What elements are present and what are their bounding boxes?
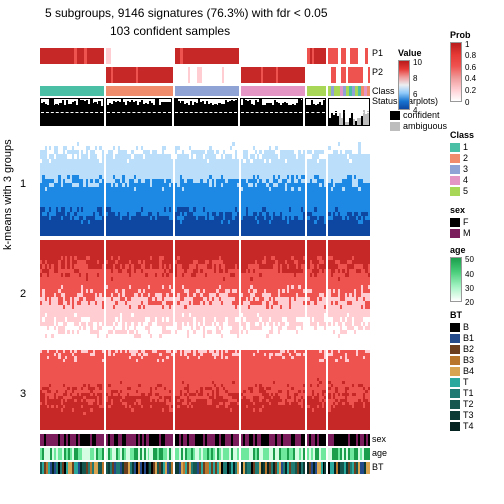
ann-p1: P1 — [372, 48, 383, 58]
track-status — [40, 98, 370, 126]
legend-value-title: Value — [398, 48, 422, 58]
legend-bt: BTBB1B2B3B4TT1T2T3T4 — [450, 310, 474, 432]
heatmap-panel — [40, 48, 370, 488]
row-label-2: 2 — [20, 288, 26, 300]
legend-prob-title: Prob — [450, 30, 471, 40]
track-p2 — [40, 67, 370, 83]
legend-age: age 50403020 — [450, 245, 466, 302]
track-class — [40, 86, 370, 96]
legend-age-title: age — [450, 245, 466, 255]
heatmap-cluster-3 — [40, 350, 370, 430]
track-p1 — [40, 48, 370, 64]
ann-class: Class — [372, 86, 395, 96]
legend-age-gradient: 50403020 — [450, 257, 462, 302]
track-age — [40, 448, 370, 460]
plot-title: 5 subgroups, 9146 signatures (76.3%) wit… — [45, 6, 328, 20]
legend-value-gradient: 10864 — [398, 60, 410, 110]
legend-class: Class12345 — [450, 130, 474, 197]
ann-bt: BT — [372, 462, 384, 472]
legend-sex: sexFM — [450, 205, 471, 239]
ann-age: age — [372, 448, 387, 458]
y-axis-label: k-means with 3 groups — [2, 139, 14, 250]
heatmap-cluster-1 — [40, 130, 370, 236]
legend-status: confidentambiguous — [390, 110, 447, 132]
legend-value: Value 10864 — [398, 48, 422, 110]
legend-prob: Prob 10.80.60.40.20 — [450, 30, 471, 102]
ann-sex: sex — [372, 434, 386, 444]
ann-p2: P2 — [372, 67, 383, 77]
legend-prob-gradient: 10.80.60.40.20 — [450, 42, 462, 102]
track-bt — [40, 462, 370, 474]
row-label-3: 3 — [20, 388, 26, 400]
row-label-1: 1 — [20, 178, 26, 190]
plot-subtitle: 103 confident samples — [110, 24, 230, 38]
track-sex — [40, 434, 370, 446]
heatmap-cluster-2 — [40, 240, 370, 346]
